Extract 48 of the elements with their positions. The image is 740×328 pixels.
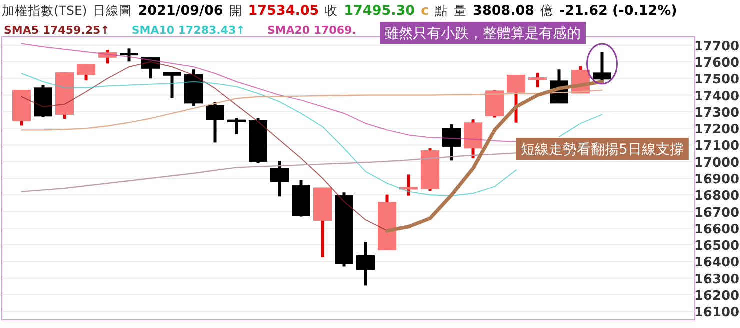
text: 收 — [325, 3, 338, 18]
text: 億 — [540, 3, 554, 18]
y-tick-label: 17000 — [694, 156, 740, 171]
y-tick-label: 16300 — [694, 272, 740, 288]
y-tick-label: 16400 — [694, 256, 740, 271]
y-tick-label: 17300 — [694, 106, 740, 121]
candlestick — [400, 174, 418, 196]
y-tick-label: 17500 — [694, 72, 740, 88]
text: 3808.08 — [473, 3, 535, 19]
y-tick-label: 17400 — [694, 89, 740, 104]
y-tick-label: 16600 — [694, 222, 740, 238]
text: SMA20 17069. — [267, 24, 356, 37]
candlestick — [528, 72, 547, 88]
y-tick-label: 16500 — [694, 239, 740, 254]
text: 日線圖 — [93, 3, 132, 18]
y-tick-label: 17100 — [694, 139, 740, 154]
text: 開 — [229, 3, 242, 18]
candlestick — [593, 52, 612, 82]
text: SMA5 17459.25↑ — [4, 24, 110, 37]
y-tick-label: 16100 — [694, 306, 740, 321]
text: 加權指數(TSE) — [2, 3, 88, 18]
y-tick-label: 17200 — [694, 122, 740, 138]
text: 量 — [454, 3, 468, 18]
annotation: 雖然只有小跌，整體算是有感的 — [385, 26, 581, 42]
candlestick — [442, 124, 461, 161]
y-tick-label: 16900 — [694, 172, 740, 188]
candlestick — [228, 118, 246, 134]
text: -21.62 (-0.12%) — [560, 3, 678, 19]
y-tick-label: 16800 — [694, 189, 740, 204]
text: 點 — [434, 3, 448, 18]
text: c — [421, 3, 430, 19]
y-tick-label: 17600 — [694, 56, 740, 71]
candlestick — [206, 102, 224, 143]
candlestick — [507, 75, 526, 123]
y-tick-label: 16700 — [694, 206, 740, 221]
candlestick — [163, 72, 182, 98]
line-series — [21, 152, 517, 192]
text: SMA10 17283.43↑ — [132, 24, 246, 37]
candlestick — [77, 64, 96, 80]
candlestick — [270, 161, 289, 197]
candlestick — [356, 242, 375, 286]
candlestick — [120, 48, 138, 62]
y-tick-label: 17700 — [694, 39, 740, 54]
annotation: 短線走勢看翻揚5日線支撐 — [521, 142, 684, 158]
text: 17534.05 — [248, 3, 320, 19]
text: 17495.30 — [344, 3, 416, 19]
text: 2021/09/06 — [138, 3, 224, 19]
y-tick-label: 16200 — [694, 289, 740, 304]
